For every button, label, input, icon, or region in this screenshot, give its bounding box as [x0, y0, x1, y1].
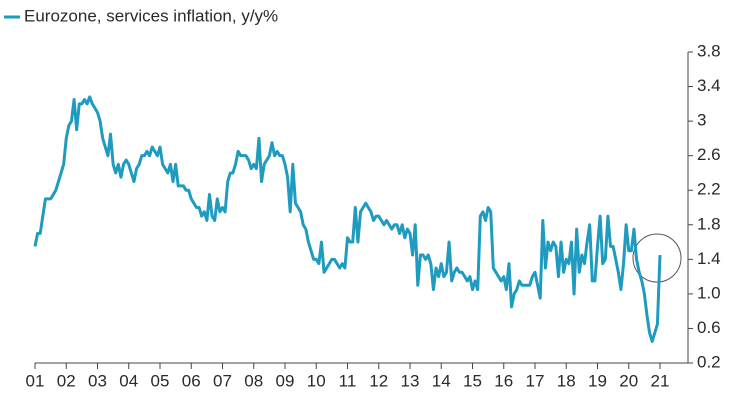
y-tick-label: 0.6 [697, 318, 721, 337]
y-tick-label: 1.4 [697, 249, 721, 268]
x-tick-label: 15 [463, 371, 482, 390]
y-tick-label: 3.4 [697, 76, 721, 95]
x-tick-label: 18 [557, 371, 576, 390]
y-tick-label: 2.6 [697, 145, 721, 164]
x-tick-label: 17 [526, 371, 545, 390]
y-tick-label: 0.2 [697, 352, 721, 371]
x-tick-label: 19 [588, 371, 607, 390]
x-tick-label: 03 [88, 371, 107, 390]
x-tick-label: 04 [119, 371, 138, 390]
x-tick-label: 08 [244, 371, 263, 390]
x-tick-label: 01 [26, 371, 45, 390]
x-tick-label: 02 [57, 371, 76, 390]
x-tick-label: 14 [432, 371, 451, 390]
annotation-circle [632, 233, 682, 283]
x-tick-label: 13 [401, 371, 420, 390]
series-line [33, 95, 662, 343]
x-tick-label: 21 [651, 371, 670, 390]
x-tick-label: 12 [369, 371, 388, 390]
x-tick-label: 05 [151, 371, 170, 390]
x-tick-label: 11 [339, 371, 357, 390]
y-tick-label: 3 [697, 111, 706, 130]
x-tick-label: 16 [494, 371, 513, 390]
y-tick-label: 1.8 [697, 214, 721, 233]
x-tick-label: 20 [619, 371, 638, 390]
y-tick-label: 3.8 [697, 41, 721, 60]
x-tick-label: 10 [307, 371, 326, 390]
y-tick-label: 2.2 [697, 180, 721, 199]
legend-label: Eurozone, services inflation, y/y% [24, 6, 278, 25]
x-tick-label: 07 [213, 371, 232, 390]
x-tick-label: 09 [276, 371, 295, 390]
y-tick-label: 1.0 [697, 283, 721, 302]
x-tick-label: 06 [182, 371, 201, 390]
